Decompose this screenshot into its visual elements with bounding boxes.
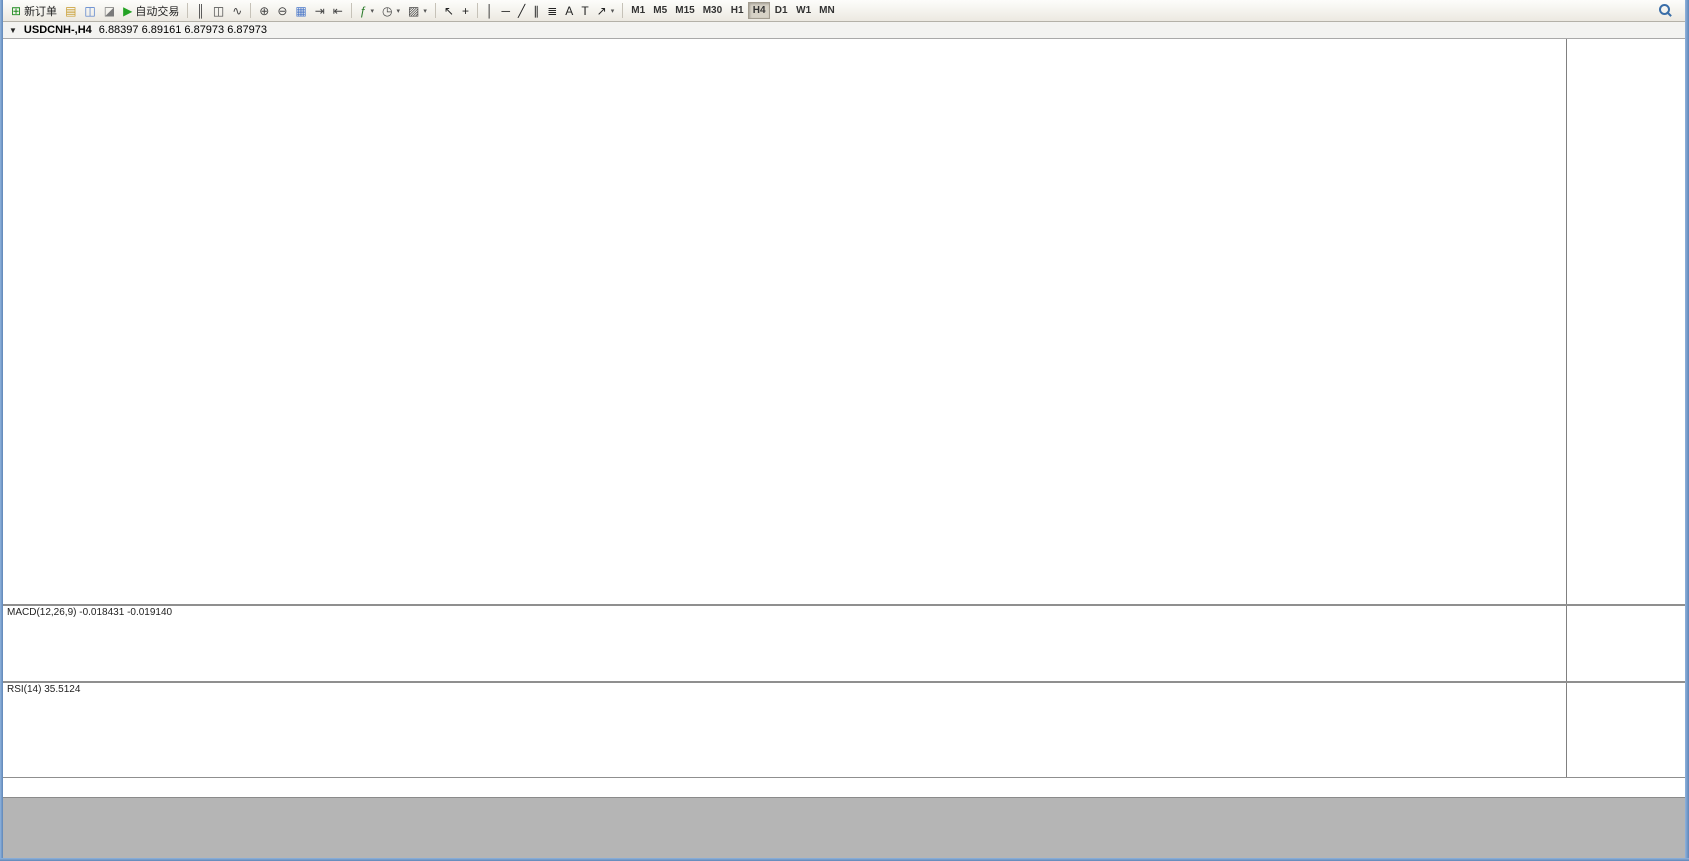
rsi-header: RSI(14) 35.5124: [7, 684, 81, 695]
chart-dropdown-icon[interactable]: ▼: [9, 25, 17, 35]
toolbar-separator: [250, 3, 252, 18]
channel-button[interactable]: ∥: [529, 2, 543, 20]
auto-trading-button-label: 自动交易: [135, 5, 180, 18]
candlestick-chart-icon: ◫: [212, 3, 225, 18]
periods-button[interactable]: ◷ ▾: [378, 2, 404, 20]
profiles-button[interactable]: ▤: [61, 2, 80, 20]
arrows-icon: ↗: [596, 3, 607, 18]
dropdown-caret-icon: ▾: [423, 7, 427, 15]
main-toolbar: ⊞ 新订单 ▤ ◫ ◪ ▶ 自动交易 ║ ◫ ∿ ⊕ ⊖ ▦ ⇥ ⇤ ƒ ▾ ◷ ▾ ▨ ▾ ↖ + │ ─ ╱ ∥ ≣ A T ↗ ▾ M1 M…: [3, 0, 1685, 22]
vertical-line-button[interactable]: │: [482, 2, 498, 20]
toolbar-separator: [187, 3, 189, 18]
bar-chart-button[interactable]: ║: [192, 2, 209, 20]
new-order-button[interactable]: ⊞ 新订单: [7, 2, 61, 20]
price-chart[interactable]: [3, 39, 1566, 604]
macd-values: -0.018431 -0.019140: [79, 607, 173, 618]
profiles-icon: ▤: [65, 3, 77, 18]
toolbar-separator: [350, 3, 352, 18]
panel-separator: [3, 777, 1685, 778]
timeframe-d1-button[interactable]: D1: [770, 2, 792, 19]
time-axis: [3, 778, 1566, 797]
horizontal-line-button[interactable]: ─: [497, 2, 514, 20]
timeframe-mn-button[interactable]: MN: [815, 2, 839, 19]
chart-shift-icon: ⇤: [332, 3, 343, 18]
periods-icon: ◷: [382, 3, 393, 18]
text-label-icon: T: [581, 3, 589, 18]
timeframe-m1-button[interactable]: M1: [627, 2, 649, 19]
trendline-icon: ╱: [518, 3, 526, 18]
chart-shift-button[interactable]: ⇤: [329, 2, 347, 20]
chart-titlebar: ▼ USDCNH-,H4 6.88397 6.89161 6.87973 6.8…: [3, 22, 1685, 39]
candlestick-chart-button[interactable]: ◫: [209, 2, 228, 20]
new-order-button-label: 新订单: [24, 5, 58, 18]
cursor-button[interactable]: ↖: [440, 2, 458, 20]
window-border-bottom: [0, 858, 1689, 861]
window-border-right: [1685, 0, 1689, 861]
timeframe-h1-button[interactable]: H1: [726, 2, 748, 19]
macd-header: MACD(12,26,9) -0.018431 -0.019140: [7, 607, 173, 618]
channel-icon: ∥: [533, 3, 540, 18]
price-axis: [1566, 39, 1685, 778]
trendline-button[interactable]: ╱: [514, 2, 529, 20]
market-watch-icon: ◫: [84, 3, 96, 18]
auto-trading-button[interactable]: ▶ 自动交易: [119, 2, 183, 20]
zoom-out-button[interactable]: ⊖: [273, 2, 291, 20]
indicators-icon: ƒ: [359, 3, 367, 18]
zoom-out-icon: ⊖: [277, 3, 288, 18]
navigator-icon: ◪: [103, 3, 116, 18]
tile-windows-button[interactable]: ▦: [291, 2, 310, 20]
text-icon: A: [565, 3, 574, 18]
chart-symbol-period: USDCNH-,H4: [23, 24, 92, 36]
bar-chart-icon: ║: [196, 3, 205, 18]
toolbar-separator: [434, 3, 436, 18]
dropdown-caret-icon: ▾: [610, 7, 615, 15]
arrows-button[interactable]: ↗ ▾: [593, 2, 619, 20]
window-border-left: [0, 0, 3, 861]
toolbar-separator: [476, 3, 478, 18]
rsi-value: 35.5124: [44, 684, 81, 695]
navigator-button[interactable]: ◪: [100, 2, 119, 20]
chart-ohlc-values: 6.88397 6.89161 6.87973 6.87973: [98, 24, 267, 36]
horizontal-line-icon: ─: [501, 3, 510, 18]
line-chart-button[interactable]: ∿: [228, 2, 246, 20]
text-label-button[interactable]: T: [577, 2, 592, 20]
timeframe-h4-button[interactable]: H4: [748, 2, 771, 19]
dropdown-caret-icon: ▾: [370, 7, 375, 15]
auto-scroll-button[interactable]: ⇥: [311, 2, 329, 20]
market-watch-button[interactable]: ◫: [80, 2, 99, 20]
bottom-strip: [3, 797, 1685, 858]
indicators-button[interactable]: ƒ ▾: [356, 2, 378, 20]
rsi-label: RSI(14): [7, 684, 42, 695]
crosshair-icon: +: [461, 3, 469, 18]
zoom-in-icon: ⊕: [259, 3, 270, 18]
timeframe-m15-button[interactable]: M15: [671, 2, 698, 19]
tile-windows-icon: ▦: [295, 3, 307, 18]
fibonacci-button[interactable]: ≣: [543, 2, 561, 20]
line-chart-icon: ∿: [232, 3, 243, 18]
new-order-icon: ⊞: [11, 3, 22, 18]
templates-button[interactable]: ▨ ▾: [404, 2, 431, 20]
toolbar-separator: [622, 3, 624, 18]
panel-separator[interactable]: [3, 604, 1685, 606]
auto-scroll-icon: ⇥: [314, 3, 325, 18]
text-button[interactable]: A: [561, 2, 577, 20]
auto-trading-icon: ▶: [123, 3, 133, 18]
crosshair-button[interactable]: +: [458, 2, 473, 20]
panel-separator[interactable]: [3, 681, 1685, 683]
zoom-in-button[interactable]: ⊕: [255, 2, 273, 20]
timeframe-w1-button[interactable]: W1: [792, 2, 815, 19]
dropdown-caret-icon: ▾: [396, 7, 401, 15]
macd-panel[interactable]: MACD(12,26,9) -0.018431 -0.019140: [3, 606, 1566, 681]
timeframe-m5-button[interactable]: M5: [649, 2, 671, 19]
fibonacci-icon: ≣: [547, 3, 558, 18]
cursor-icon: ↖: [443, 3, 454, 18]
rsi-panel[interactable]: RSI(14) 35.5124: [3, 683, 1566, 777]
vertical-line-icon: │: [485, 3, 494, 18]
macd-label: MACD(12,26,9): [7, 607, 77, 618]
templates-icon: ▨: [408, 3, 420, 18]
timeframe-m30-button[interactable]: M30: [699, 2, 726, 19]
search-icon[interactable]: [1659, 3, 1673, 18]
